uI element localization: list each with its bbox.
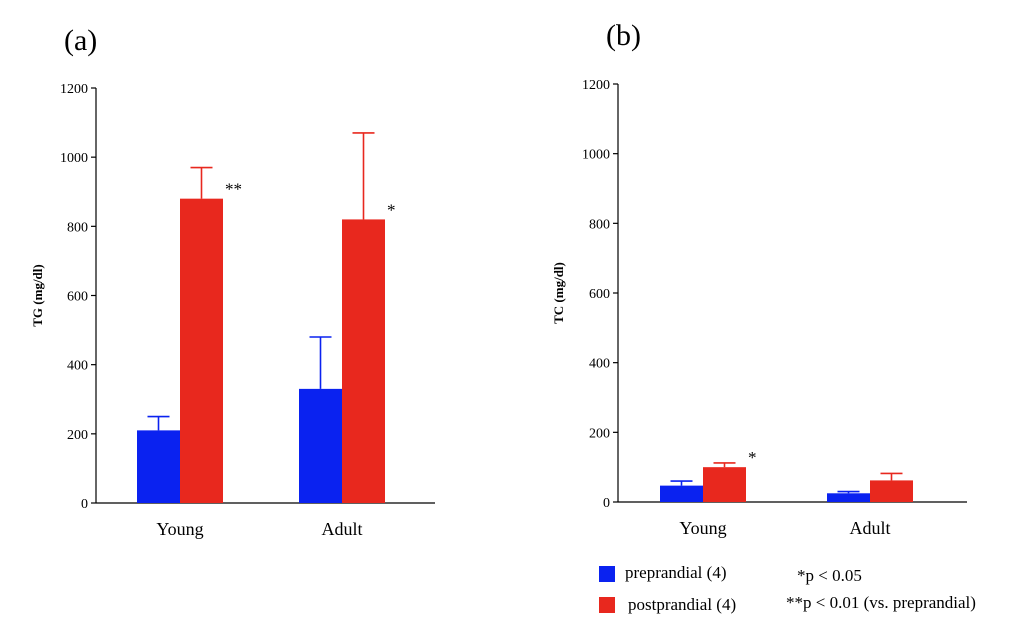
y-axis-title: TC (mg/dl) (551, 262, 566, 324)
y-tick-label: 0 (603, 496, 610, 511)
y-tick-label: 1000 (60, 151, 88, 166)
x-category-label: Adult (321, 519, 362, 539)
x-category-label: Adult (849, 518, 890, 538)
bar (703, 467, 746, 502)
chart-panel-0: (a) TG (mg/dl) 0 200 400 600 800 1000 1200 Young A… (30, 24, 435, 539)
bar (827, 493, 870, 502)
y-tick-label: 200 (67, 428, 88, 443)
legend-swatch (599, 566, 615, 582)
significance-mark: * (748, 448, 757, 467)
bar (342, 219, 385, 503)
significance-note: *p < 0.05 (797, 566, 862, 585)
y-tick-label: 0 (81, 497, 88, 512)
x-category-label: Young (156, 519, 203, 539)
panel-label: (a) (64, 24, 97, 57)
bar (870, 480, 913, 502)
y-tick-label: 800 (67, 220, 88, 235)
legend-label: preprandial (4) (625, 563, 726, 582)
y-tick-label: 600 (67, 290, 88, 305)
y-tick-label: 600 (589, 287, 610, 302)
y-tick-label: 800 (589, 217, 610, 232)
bar (299, 388, 342, 503)
legend-label: postprandial (4) (628, 595, 736, 614)
y-tick-label: 1000 (582, 148, 610, 163)
chart-panel-1: (b) TC (mg/dl) 0 200 400 600 800 1000 1200 Young A… (551, 19, 967, 538)
y-axis-title: TG (mg/dl) (30, 264, 45, 326)
significance-mark: ** (225, 180, 242, 199)
y-tick-label: 400 (589, 357, 610, 372)
panel-label: (b) (606, 19, 641, 52)
y-tick-label: 400 (67, 359, 88, 374)
bar (180, 198, 223, 503)
significance-note: **p < 0.01 (vs. preprandial) (786, 593, 976, 612)
bar (137, 430, 180, 503)
x-category-label: Young (679, 518, 726, 538)
significance-mark: * (387, 200, 396, 219)
legend: preprandial (4) postprandial (4) *p < 0.05… (599, 563, 976, 614)
y-tick-label: 200 (589, 426, 610, 441)
y-tick-label: 1200 (582, 78, 610, 93)
bar (660, 485, 703, 502)
y-tick-label: 1200 (60, 82, 88, 97)
legend-swatch (599, 597, 615, 613)
